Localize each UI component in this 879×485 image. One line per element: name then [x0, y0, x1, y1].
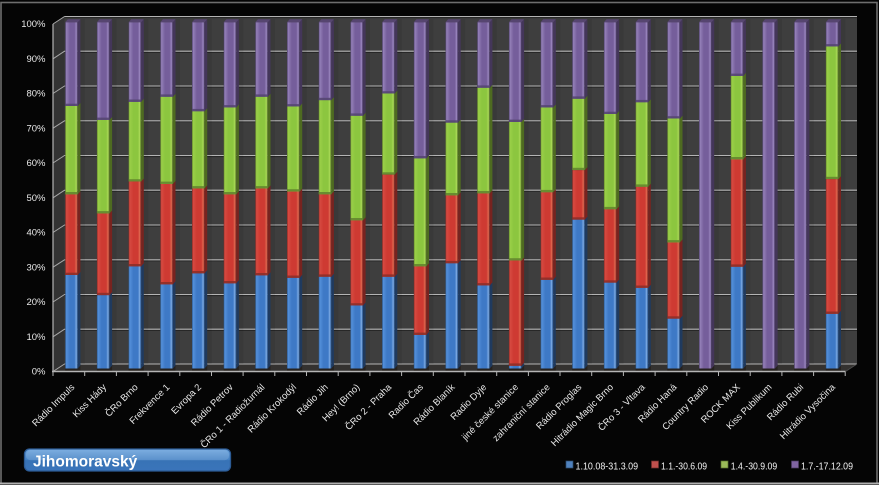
svg-text:1.1.-30.6.09: 1.1.-30.6.09: [661, 462, 707, 473]
svg-text:70%: 70%: [26, 123, 46, 134]
svg-text:50%: 50%: [26, 193, 46, 204]
svg-text:1.10.08-31.3.09: 1.10.08-31.3.09: [576, 462, 639, 473]
svg-text:10%: 10%: [26, 332, 46, 343]
svg-text:zahraniční stanice: zahraniční stanice: [491, 382, 553, 444]
svg-text:Rádio Impuls: Rádio Impuls: [30, 382, 77, 429]
svg-text:30%: 30%: [26, 262, 46, 273]
svg-text:1.4.-30.9.09: 1.4.-30.9.09: [731, 462, 778, 473]
svg-text:jiné české stanice: jiné české stanice: [459, 382, 521, 444]
svg-text:40%: 40%: [26, 228, 46, 239]
svg-text:90%: 90%: [26, 54, 46, 65]
svg-text:Kiss Hády: Kiss Hády: [71, 382, 109, 420]
svg-text:80%: 80%: [26, 89, 46, 100]
svg-text:100%: 100%: [21, 19, 46, 30]
svg-text:20%: 20%: [26, 297, 46, 308]
svg-text:1.7.-17.12.09: 1.7.-17.12.09: [801, 462, 853, 473]
svg-text:Jihomoravský: Jihomoravský: [33, 454, 138, 471]
svg-text:0%: 0%: [32, 367, 46, 378]
svg-text:Hitrádio Vysočina: Hitrádio Vysočina: [778, 382, 838, 442]
svg-text:60%: 60%: [26, 158, 46, 169]
